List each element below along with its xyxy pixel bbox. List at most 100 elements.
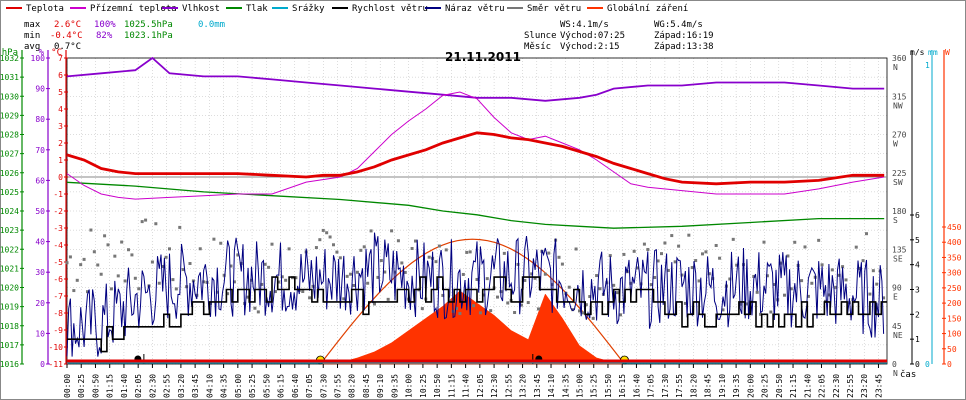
stats-avg-temp: 0.7°C [54,42,81,52]
x-tick-31: 12:55 [504,374,513,398]
x-tick-43: 17:55 [675,374,684,398]
temperature_c-tick-16: 5 [58,88,63,97]
x-tick-37: 15:25 [590,374,599,398]
x-tick-8: 03:20 [177,374,186,398]
gust-line [66,232,885,357]
stats-max-press: 1025.5hPa [124,20,173,30]
x-axis-label: čas [900,369,916,380]
pressure_hpa-tick-7: 1023 [0,226,19,235]
wind-dir-tick-4: 180 [892,207,907,216]
x-tick-32: 13:20 [519,374,528,398]
wind-speed-tick-0: 0 [915,360,920,369]
stats-panel: max 2.6°C 100% 1025.5hPa 0.0mm min -0.4°… [24,20,225,52]
radiation-tick-8: 400 [947,238,962,247]
x-tick-12: 05:00 [234,374,243,398]
stats-max-hum: 100% [94,20,116,30]
wind-dir-label-5: SW [893,178,903,187]
pressure_hpa-tick-0: 1016 [0,360,19,369]
wind-dir-label-1: NE [893,331,903,340]
wind-speed-tick-3: 3 [915,286,920,295]
humidity_pct-tick-8: 80 [35,115,45,124]
temperature_c-tick-2: -9 [53,326,63,335]
x-tick-23: 09:35 [390,374,399,398]
humidity_pct-tick-5: 50 [35,207,45,216]
x-tick-21: 08:45 [362,374,371,398]
x-tick-53: 22:05 [818,374,827,398]
rain-tick-0: 0 [925,360,930,369]
pressure_hpa-tick-3: 1019 [0,303,19,312]
temperature_c-tick-1: -10 [49,343,64,352]
x-tick-50: 20:50 [775,374,784,398]
wind-speed-tick-5: 5 [915,236,920,245]
x-tick-30: 12:30 [490,374,499,398]
x-tick-29: 12:05 [476,374,485,398]
radiation-tick-5: 250 [947,284,962,293]
stats-min-label: min [24,31,40,41]
wind-dir-tick-7: 315 [892,92,907,101]
x-tick-46: 19:10 [718,374,727,398]
wind-dir-tick-2: 90 [892,284,902,293]
x-tick-39: 16:15 [618,374,627,398]
radiation-tick-0: 0 [947,360,952,369]
temperature_c-tick-8: -3 [53,224,63,233]
legend: Teplota Přízemní teplota Vlhkost Tlak Srážky… [6,4,688,14]
x-tick-5: 02:05 [134,374,143,398]
wind-dir-label-0: N [893,369,898,378]
radiation-tick-6: 300 [947,269,962,278]
moon-set: Západ:13:38 [654,42,714,52]
legend-label-5: Rychlost větru [352,4,428,14]
pressure_hpa-tick-4: 1020 [0,284,19,293]
x-tick-27: 11:15 [447,374,456,398]
x-tick-51: 21:15 [789,374,798,398]
moon-label: Měsíc [524,42,551,52]
temperature_c-tick-9: -2 [53,207,63,216]
axes: hPa1016101710181019102010211022102310241… [0,48,962,378]
temperature_c-tick-4: -7 [53,292,63,301]
x-tick-40: 16:40 [632,374,641,398]
temperature_c-tick-17: 6 [58,71,63,80]
temperature_c-tick-12: 1 [58,156,63,165]
legend-label-1: Přízemní teplota [90,4,177,14]
x-tick-22: 09:10 [376,374,385,398]
wind-speed-tick-6: 6 [915,211,920,220]
stats-max-temp: 2.6°C [54,20,81,30]
temperature_c-tick-0: -11 [49,360,64,369]
x-tick-11: 04:35 [220,374,229,398]
wind-dir-tick-1: 45 [892,322,902,331]
x-tick-52: 21:40 [803,374,812,398]
stats-avg-label: avg [24,42,40,52]
stats-min-temp: -0.4°C [50,31,83,41]
temperature_c-tick-11: 0 [58,173,63,182]
stats-max-rain: 0.0mm [198,20,225,30]
chart-title: 21.11.2011 [445,50,521,64]
x-tick-0: 00:00 [63,374,72,398]
wind-dir-tick-5: 225 [892,169,907,178]
plot-area [65,56,887,365]
humidity_pct-tick-7: 70 [35,146,45,155]
x-tick-56: 23:20 [860,374,869,398]
stats-max-label: max [24,20,41,30]
x-tick-44: 18:20 [689,374,698,398]
x-tick-25: 10:25 [419,374,428,398]
x-tick-33: 13:45 [533,374,542,398]
wind-dir-tick-0: 0 [892,360,897,369]
x-tick-2: 00:50 [91,374,100,398]
legend-label-4: Srážky [292,4,325,14]
x-tick-4: 01:40 [120,374,129,398]
x-tick-24: 10:00 [405,374,414,398]
temperature_c-tick-7: -4 [53,241,63,250]
pressure_hpa-tick-2: 1018 [0,322,19,331]
pressure_hpa-tick-12: 1028 [0,131,19,140]
legend-label-0: Teplota [26,4,64,14]
humidity-line [66,56,885,102]
wind-sun-moon-panel: WS:4.1m/s WG:5.4m/s Slunce Východ:07:25 … [524,20,714,52]
humidity_pct-tick-9: 90 [35,85,45,94]
x-tick-38: 15:50 [604,374,613,398]
temperature_c-axis-title: °C [51,48,62,58]
pressure_hpa-tick-9: 1025 [0,188,19,197]
sun-label: Slunce [524,31,557,41]
pressure_hpa-tick-1: 1017 [0,341,19,350]
x-tick-42: 17:30 [661,374,670,398]
x-tick-18: 07:30 [319,374,328,398]
